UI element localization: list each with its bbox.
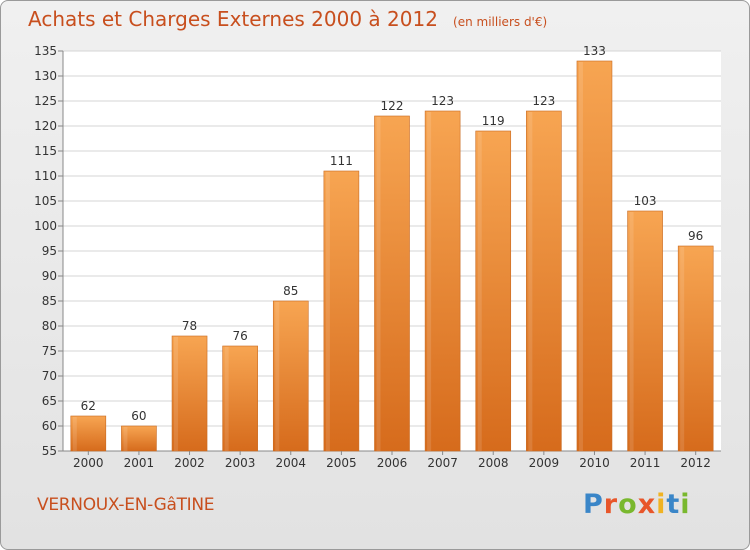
brand-letter: t <box>666 489 681 520</box>
data-label: 123 <box>431 94 454 108</box>
x-tick-label: 2009 <box>529 456 560 470</box>
data-label: 111 <box>330 154 353 168</box>
bar-highlight <box>528 112 533 451</box>
data-label: 78 <box>182 319 197 333</box>
data-label: 133 <box>583 44 606 58</box>
bar <box>677 245 714 452</box>
location-name: VERNOUX-EN-GâTINE <box>37 495 215 515</box>
bar-highlight <box>629 212 634 451</box>
y-tick-label: 65 <box>42 394 57 408</box>
y-tick-label: 60 <box>42 419 57 433</box>
bar <box>526 110 562 452</box>
bar-highlight <box>174 337 179 451</box>
bar <box>70 415 107 452</box>
data-label: 103 <box>634 194 657 208</box>
y-tick-label: 70 <box>42 369 57 383</box>
y-tick-label: 80 <box>42 319 57 333</box>
bar <box>627 210 663 452</box>
x-tick-label: 2001 <box>124 456 155 470</box>
x-tick-label: 2010 <box>579 456 610 470</box>
bar-highlight <box>275 302 280 451</box>
bar <box>272 300 309 452</box>
bar <box>576 60 613 452</box>
y-tick-label: 125 <box>34 94 57 108</box>
chart-unit-note: (en milliers d'€) <box>453 15 548 29</box>
data-label: 122 <box>381 99 404 113</box>
x-tick-label: 2004 <box>275 456 306 470</box>
y-tick-label: 90 <box>42 269 57 283</box>
brand-letter: o <box>618 489 638 520</box>
bar-highlight <box>72 417 77 451</box>
bar-highlight <box>477 132 482 451</box>
bar-highlight <box>376 117 381 451</box>
brand-letter: r <box>603 489 619 520</box>
brand-logo: Proxiti <box>583 489 691 520</box>
y-tick-label: 105 <box>34 194 57 208</box>
data-label: 62 <box>81 399 96 413</box>
x-tick-label: 2008 <box>478 456 509 470</box>
brand-letter: x <box>637 489 657 520</box>
data-label: 76 <box>233 329 248 343</box>
brand-letter: P <box>583 489 604 520</box>
y-tick-label: 75 <box>42 344 57 358</box>
y-tick-label: 130 <box>34 69 57 83</box>
bar-highlight <box>123 427 128 451</box>
bar-highlight <box>578 62 583 451</box>
y-tick-label: 120 <box>34 119 57 133</box>
data-label: 60 <box>131 409 146 423</box>
data-label: 123 <box>532 94 555 108</box>
x-tick-label: 2000 <box>73 456 104 470</box>
x-tick-label: 2012 <box>680 456 711 470</box>
chart-title: Achats et Charges Externes 2000 à 2012 <box>28 7 438 31</box>
bar <box>374 115 410 452</box>
bar <box>171 335 208 452</box>
x-tick-label: 2006 <box>377 456 408 470</box>
bar-highlight <box>427 112 432 451</box>
y-tick-label: 100 <box>34 219 57 233</box>
x-tick-label: 2007 <box>427 456 458 470</box>
bar <box>121 425 157 452</box>
bar <box>222 345 258 452</box>
data-label: 85 <box>283 284 298 298</box>
title-block: Achats et Charges Externes 2000 à 2012 (… <box>28 7 547 31</box>
bar-highlight <box>224 347 229 451</box>
y-tick-label: 95 <box>42 244 57 258</box>
brand-letter: i <box>656 489 667 520</box>
y-tick-label: 85 <box>42 294 57 308</box>
bar <box>424 110 461 452</box>
x-tick-label: 2002 <box>174 456 205 470</box>
data-label: 119 <box>482 114 505 128</box>
data-label: 96 <box>688 229 703 243</box>
x-tick-label: 2003 <box>225 456 256 470</box>
y-tick-label: 55 <box>42 444 57 458</box>
y-tick-label: 115 <box>34 144 57 158</box>
brand-letter: i <box>680 489 691 520</box>
y-tick-label: 110 <box>34 169 57 183</box>
x-tick-label: 2011 <box>630 456 661 470</box>
bar <box>475 130 512 452</box>
x-tick-label: 2005 <box>326 456 357 470</box>
bar-highlight <box>325 172 330 451</box>
y-tick-label: 135 <box>34 44 57 58</box>
bar-highlight <box>680 247 685 451</box>
